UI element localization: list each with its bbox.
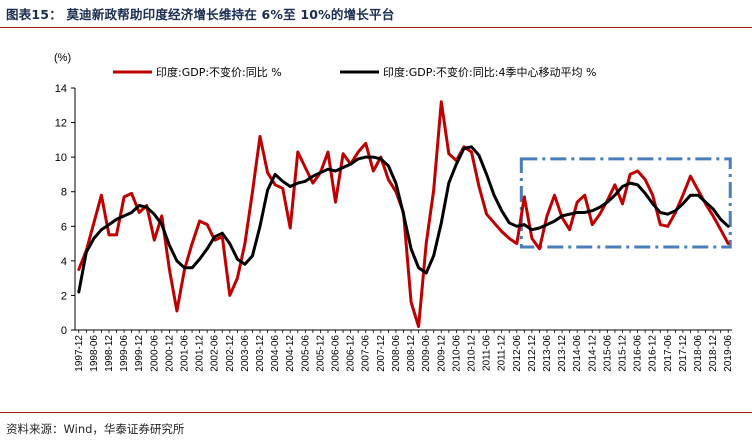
x-tick-label: 2002-12 [225,335,236,372]
x-tick-label: 2003-12 [255,335,266,372]
y-tick-label: 4 [61,256,67,268]
x-tick-label: 2016-12 [648,335,659,372]
x-tick-label: 2009-12 [436,335,447,372]
x-tick-label: 2019-06 [723,335,734,372]
x-tick-label: 2013-12 [557,335,568,372]
x-tick-label: 2001-06 [180,335,191,372]
y-tick-label: 14 [55,83,67,95]
x-tick-label: 1999-06 [119,335,130,372]
x-tick-label: 2015-12 [618,335,629,372]
source-note: 资料来源：Wind，华泰证券研究所 [6,422,185,436]
x-tick-label: 2000-06 [149,335,160,372]
y-unit-label: (%) [54,52,71,64]
x-tick-label: 2008-06 [391,335,402,372]
y-tick-label: 0 [61,325,67,337]
x-tick-label: 1998-12 [104,335,115,372]
x-tick-label: 2018-06 [693,335,704,372]
x-tick-label: 2018-12 [708,335,719,372]
x-tick-label: 2005-12 [315,335,326,372]
legend-label-ma: 印度:GDP:不变价:同比:4季中心移动平均 % [383,65,596,79]
x-tick-label: 2000-12 [164,335,175,372]
x-tick-label: 2002-06 [210,335,221,372]
x-tick-label: 2004-12 [285,335,296,372]
figure-title: 图表15： 莫迪新政帮助印度经济增长维持在 6%至 10%的增长平台 [6,7,395,22]
gdp-growth-chart: (%) 印度:GDP:不变价:同比 % 印度:GDP:不变价:同比:4季中心移动… [54,52,734,372]
x-tick-label: 2013-06 [542,335,553,372]
y-tick-label: 2 [61,290,67,302]
x-tick-label: 2010-06 [451,335,462,372]
x-tick-label: 2007-06 [361,335,372,372]
y-axis: 0 2 4 6 8 10 12 14 [55,83,76,337]
series-layer [77,100,730,328]
title-divider [0,27,752,28]
x-tick-label: 2017-12 [678,335,689,372]
legend-label-main: 印度:GDP:不变价:同比 % [156,65,282,79]
series-line-moving-average [77,145,730,294]
x-tick-label: 2004-06 [270,335,281,372]
x-tick-label: 2011-12 [497,335,508,371]
y-tick-label: 8 [61,187,67,199]
x-tick-label: 2005-06 [300,335,311,372]
x-tick-label: 2010-12 [466,335,477,372]
legend: 印度:GDP:不变价:同比 % 印度:GDP:不变价:同比:4季中心移动平均 % [113,65,596,79]
x-tick-label: 1997-12 [74,335,85,372]
x-tick-label: 2007-12 [376,335,387,372]
x-tick-label: 2003-06 [240,335,251,372]
x-tick-label: 2014-06 [572,335,583,372]
x-tick-label: 2006-06 [331,335,342,372]
x-tick-label: 2001-12 [195,335,206,372]
x-tick-label: 2014-12 [587,335,598,372]
footer-divider [0,412,752,413]
x-tick-label: 2006-12 [346,335,357,372]
x-tick-label: 1998-06 [89,335,100,372]
x-tick-label: 1999-12 [134,335,145,372]
y-tick-label: 6 [61,221,67,233]
x-tick-label: 2012-12 [527,335,538,372]
x-tick-label: 2008-12 [406,335,417,372]
x-tick-label: 2009-06 [421,335,432,372]
y-tick-label: 12 [55,118,67,130]
y-tick-label: 10 [55,152,67,164]
x-tick-label: 2012-06 [512,335,523,372]
x-tick-label: 2011-06 [482,335,493,371]
x-tick-label: 2017-06 [663,335,674,372]
x-axis: 1997-12 1998-06 1998-12 1999-06 1999-12 2000-… [74,329,734,372]
x-tick-label: 2016-06 [633,335,644,372]
x-tick-label: 2015-06 [602,335,613,372]
